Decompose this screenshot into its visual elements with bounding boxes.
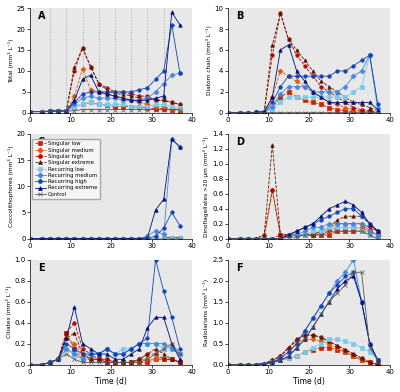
Text: C: C xyxy=(38,137,45,147)
X-axis label: Time (d): Time (d) xyxy=(293,377,325,387)
Text: D: D xyxy=(236,137,244,147)
Y-axis label: Total (mm³ L⁻¹): Total (mm³ L⁻¹) xyxy=(8,38,14,83)
X-axis label: Time (d): Time (d) xyxy=(95,377,127,387)
Text: B: B xyxy=(236,11,243,21)
Y-axis label: Dinoflagellates >20 μm (mm³ L⁻¹): Dinoflagellates >20 μm (mm³ L⁻¹) xyxy=(204,136,210,237)
Text: F: F xyxy=(236,263,242,273)
Y-axis label: Diatom chain (mm³ L⁻¹): Diatom chain (mm³ L⁻¹) xyxy=(206,25,212,95)
Text: E: E xyxy=(38,263,44,273)
Y-axis label: Coccolithophores (mm³ L⁻¹): Coccolithophores (mm³ L⁻¹) xyxy=(8,145,14,227)
Y-axis label: Ciliates (mm³ L⁻¹): Ciliates (mm³ L⁻¹) xyxy=(6,286,12,338)
Text: A: A xyxy=(38,11,45,21)
Legend: Singular low, Singular medium, Singular high, Singular extreme, Recurring low, R: Singular low, Singular medium, Singular … xyxy=(32,139,100,200)
Y-axis label: Radiolarians (mm³ L⁻¹): Radiolarians (mm³ L⁻¹) xyxy=(204,279,210,346)
